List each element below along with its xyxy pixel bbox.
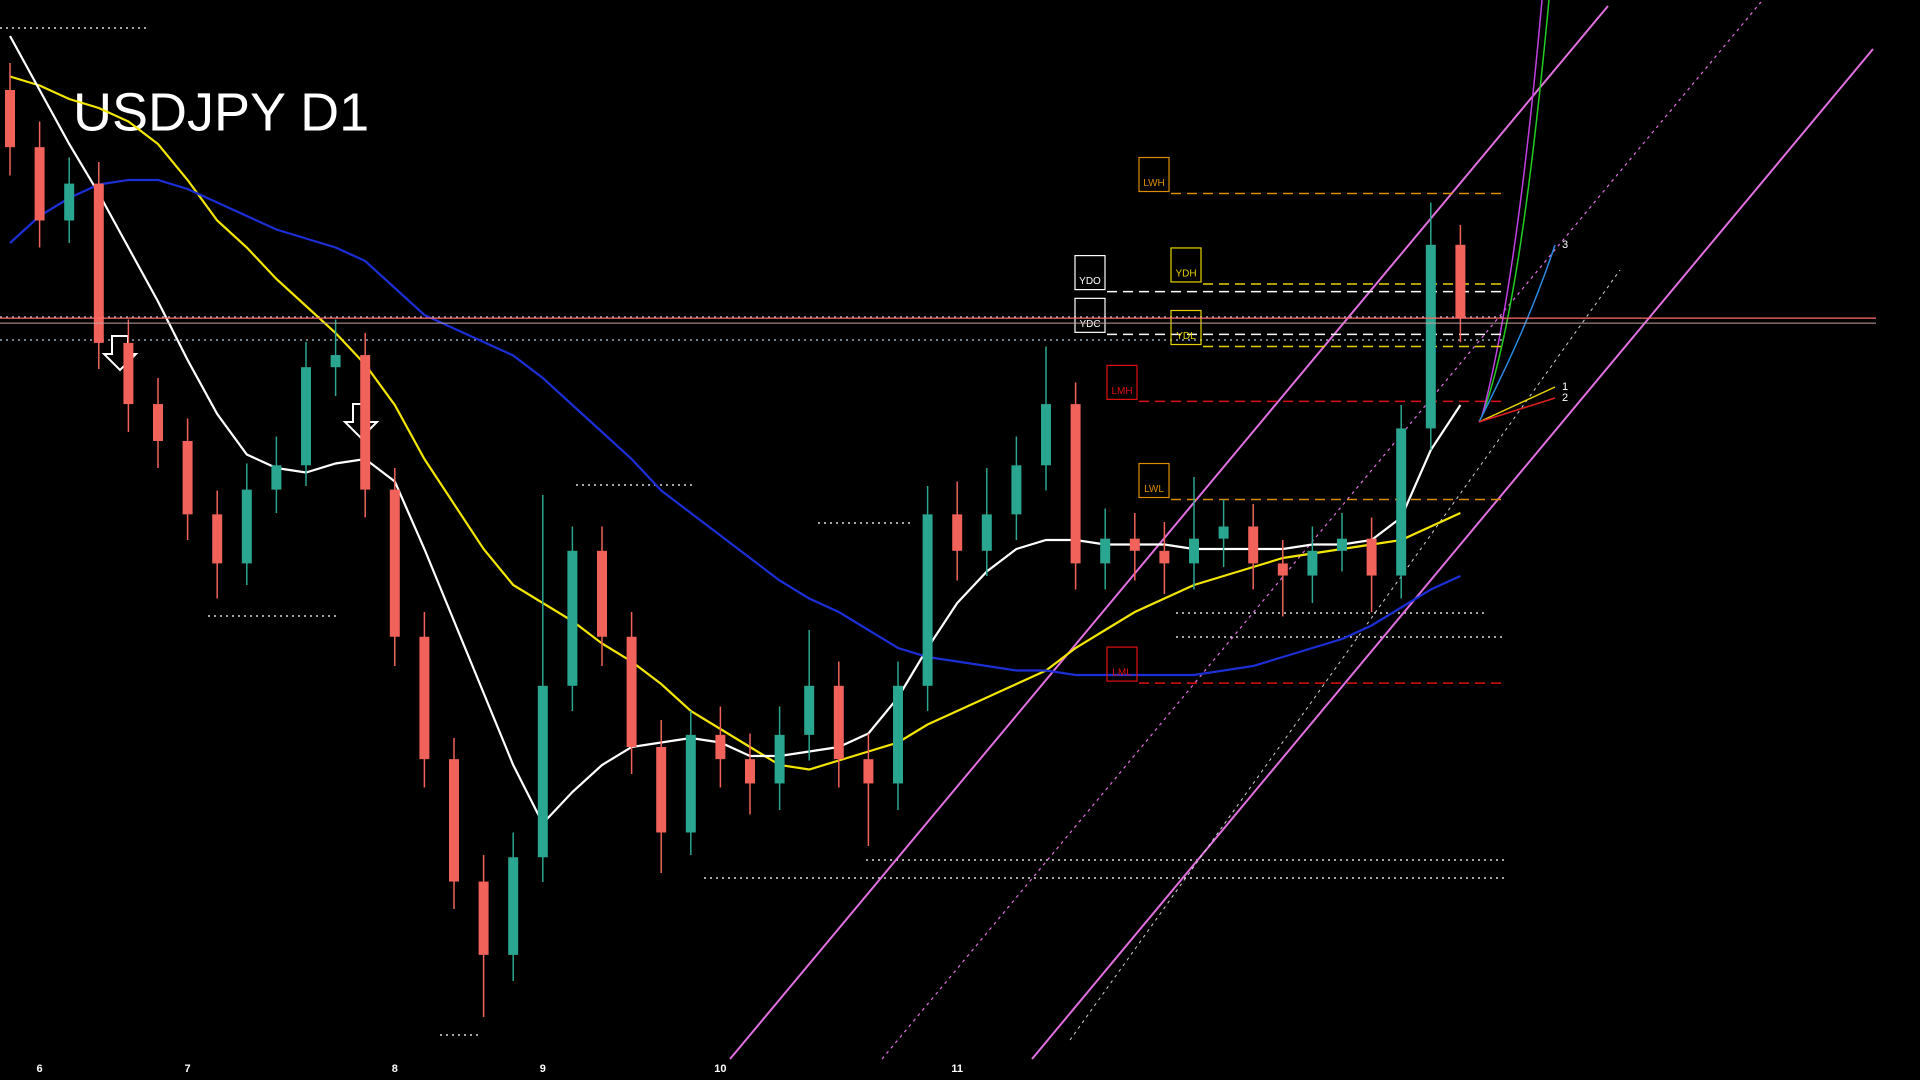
- projection: [1478, 244, 1556, 423]
- candle-body: [1070, 404, 1081, 564]
- candle-body: [626, 636, 637, 747]
- candle-body: [893, 685, 903, 784]
- level-label: LML: [1112, 668, 1132, 679]
- level-box: [1074, 255, 1106, 291]
- level-box: [1170, 309, 1202, 346]
- channel-line: [729, 5, 1609, 1060]
- candle-body: [182, 441, 193, 515]
- candle-body: [1159, 550, 1170, 564]
- candle-body: [389, 489, 400, 637]
- candle-body: [508, 857, 519, 955]
- candle-body: [478, 881, 489, 955]
- projection-label: 1: [1562, 381, 1568, 393]
- moving-average: [9, 178, 1461, 677]
- channel-line: [1031, 48, 1874, 1060]
- level-label: YDO: [1079, 276, 1101, 287]
- support-lines: [0, 27, 1506, 1036]
- candle-body: [360, 355, 371, 490]
- candle-body: [1129, 538, 1140, 551]
- candle-body: [922, 514, 933, 686]
- candle-body: [1218, 526, 1229, 539]
- chart-title: USDJPY D1: [73, 82, 369, 142]
- candle-body: [330, 355, 341, 368]
- candle-body: [5, 90, 15, 148]
- candle-body: [656, 747, 667, 833]
- candle-body: [774, 734, 785, 784]
- candle-body: [1366, 538, 1377, 576]
- projection-label: 3: [1562, 239, 1568, 251]
- projection: [1481, 0, 1550, 417]
- candle-body: [34, 147, 45, 221]
- candle-body: [212, 514, 223, 564]
- level-box: [1138, 156, 1170, 193]
- candle-body: [537, 685, 548, 858]
- candle-body: [93, 183, 104, 343]
- projection: [1478, 397, 1556, 423]
- level-box: [1170, 247, 1202, 283]
- moving-average: [9, 75, 1461, 771]
- channel-mid: [881, 1, 1762, 1060]
- candle-body: [153, 404, 163, 441]
- level-label: YDL: [1176, 331, 1196, 342]
- candle-body: [597, 550, 607, 637]
- candle-body: [64, 183, 75, 221]
- candle-body: [1100, 538, 1111, 564]
- level-label: LMH: [1111, 386, 1132, 397]
- candle-body: [449, 759, 459, 882]
- projection: [1481, 0, 1543, 417]
- candle-body: [241, 489, 252, 564]
- level-box: [1074, 297, 1106, 333]
- candle-body: [1011, 465, 1022, 515]
- level-label: YDC: [1079, 319, 1100, 330]
- projection: [1478, 386, 1556, 423]
- candle-body: [715, 734, 726, 760]
- moving-average: [9, 35, 1462, 826]
- candle-body: [1396, 428, 1407, 576]
- level-label: LWL: [1144, 484, 1164, 495]
- level-label: YDH: [1175, 269, 1196, 280]
- candle-body: [952, 514, 963, 551]
- candle-body: [863, 759, 874, 784]
- x-tick-label: 8: [392, 1063, 398, 1075]
- candle-body: [1337, 538, 1347, 551]
- x-tick-label: 10: [714, 1063, 726, 1075]
- level-box: [1106, 364, 1138, 400]
- candle-body: [1455, 244, 1466, 319]
- x-tick-label: 7: [185, 1063, 191, 1075]
- level-label: LWH: [1143, 178, 1164, 189]
- candle-body: [745, 759, 755, 784]
- projection-label: 2: [1562, 392, 1568, 404]
- candle-body: [123, 342, 134, 405]
- candle-body: [1248, 526, 1259, 564]
- candle-body: [804, 685, 815, 735]
- candle-body: [567, 550, 578, 686]
- channel: [729, 1, 1874, 1060]
- x-tick-label: 11: [951, 1063, 963, 1075]
- candle-body: [1425, 244, 1436, 429]
- candle-body: [1189, 538, 1199, 564]
- candle-body: [1307, 550, 1318, 576]
- candle-body: [685, 734, 696, 833]
- candle-body: [1041, 404, 1051, 466]
- candle-body: [419, 636, 430, 760]
- candle-body: [301, 367, 311, 466]
- level-box: [1138, 462, 1170, 499]
- level-box: [1106, 646, 1138, 682]
- x-tick-label: 6: [37, 1063, 43, 1075]
- candle-body: [1277, 563, 1288, 576]
- candle-body: [271, 465, 282, 490]
- candle-body: [833, 685, 844, 760]
- candle-body: [981, 514, 992, 551]
- x-tick-label: 9: [540, 1063, 546, 1075]
